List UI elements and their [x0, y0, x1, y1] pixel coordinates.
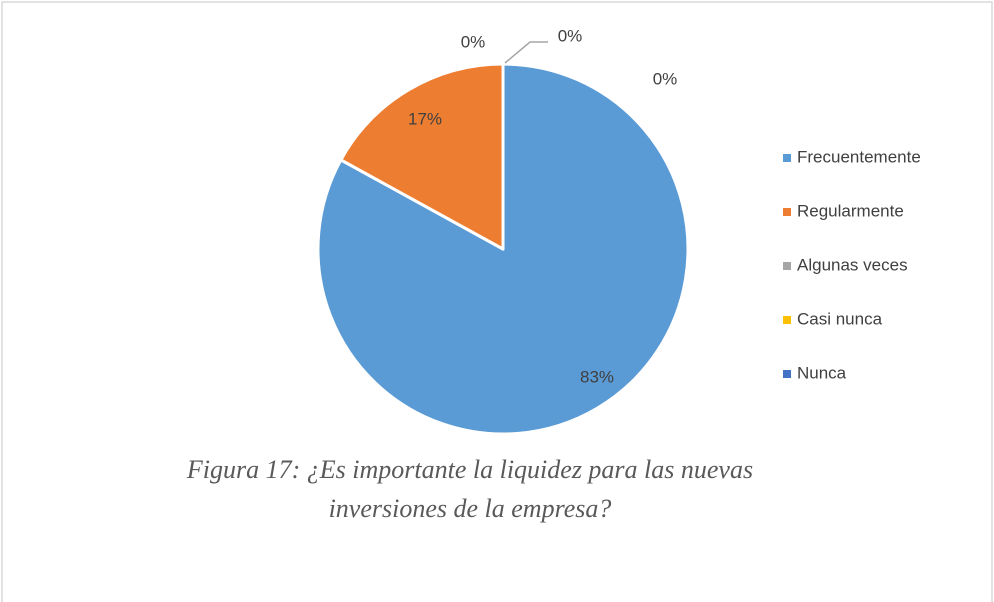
- data-label: 17%: [408, 109, 442, 128]
- legend-swatch: [783, 370, 791, 378]
- data-label: 83%: [580, 367, 614, 386]
- legend-label: Casi nunca: [797, 309, 883, 328]
- data-label: 0%: [653, 69, 678, 88]
- legend-swatch: [783, 316, 791, 324]
- legend-swatch: [783, 154, 791, 162]
- legend-label: Algunas veces: [797, 255, 908, 274]
- data-label: 0%: [461, 32, 486, 51]
- legend-label: Frecuentemente: [797, 147, 921, 166]
- leader-line: [504, 41, 548, 64]
- legend-swatch: [783, 208, 791, 216]
- legend-label: Regularmente: [797, 201, 904, 220]
- pie-slice: [339, 62, 505, 251]
- legend-label: Nunca: [797, 363, 847, 382]
- data-label: 0%: [558, 26, 583, 45]
- legend-swatch: [783, 262, 791, 270]
- caption: Figura 17: ¿Es importante la liquidez pa…: [186, 455, 754, 523]
